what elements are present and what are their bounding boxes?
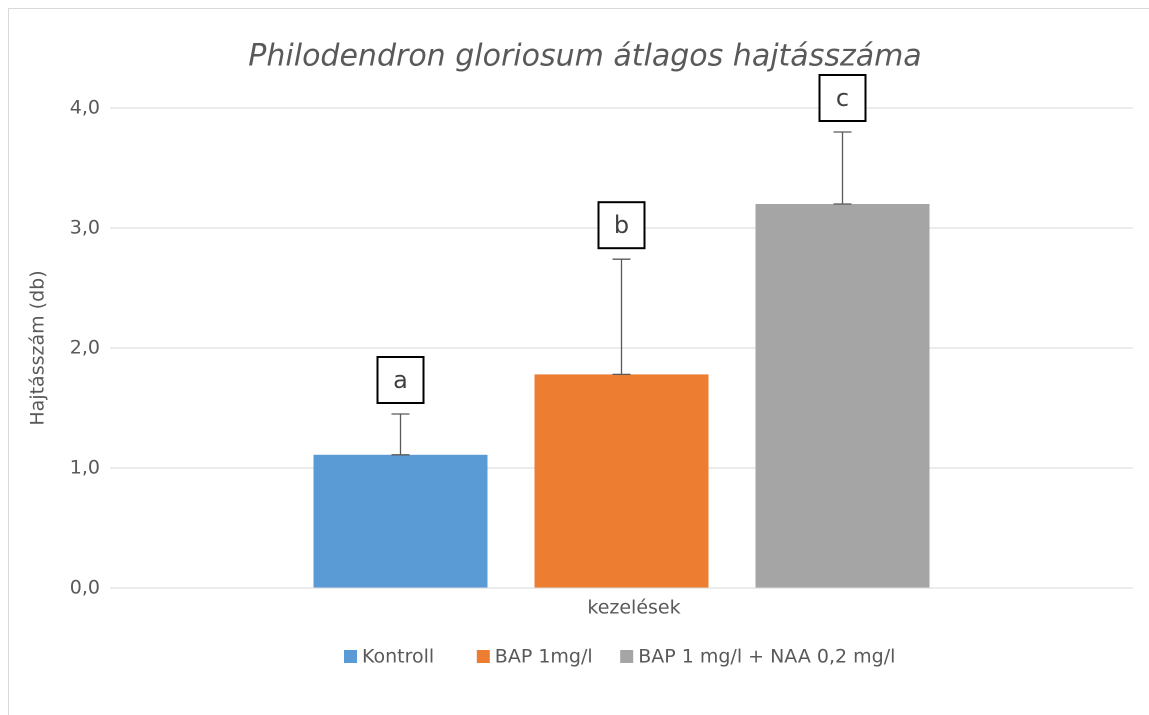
annotation: c xyxy=(836,84,849,112)
annotation: b xyxy=(614,211,629,239)
bar xyxy=(755,204,930,588)
annotation-box xyxy=(376,356,425,404)
y-tick-label: 2,0 xyxy=(70,337,100,359)
chart-border xyxy=(8,8,1149,715)
legend-label: BAP 1mg/l xyxy=(495,646,593,668)
legend-label: BAP 1 mg/l + NAA 0,2 mg/l xyxy=(638,646,895,668)
annotation: a xyxy=(393,366,408,394)
legend-swatch xyxy=(620,650,634,663)
y-tick-label: 3,0 xyxy=(70,217,100,239)
chart-title: Philodendron gloriosum átlagos hajtásszá… xyxy=(248,39,921,74)
y-tick-label: 4,0 xyxy=(70,97,100,119)
legend-swatch xyxy=(476,650,490,663)
y-axis-label: Hajtásszám (db) xyxy=(27,270,49,425)
y-tick-label: 1,0 xyxy=(70,457,100,479)
x-axis-label: kezelések xyxy=(587,597,680,619)
bar xyxy=(534,374,709,588)
annotation-box xyxy=(597,201,646,250)
y-tick-label: 0,0 xyxy=(70,577,100,599)
legend-swatch xyxy=(344,650,357,663)
legend-label: Kontroll xyxy=(362,646,434,668)
annotation-box xyxy=(818,74,867,122)
bar xyxy=(313,454,488,588)
